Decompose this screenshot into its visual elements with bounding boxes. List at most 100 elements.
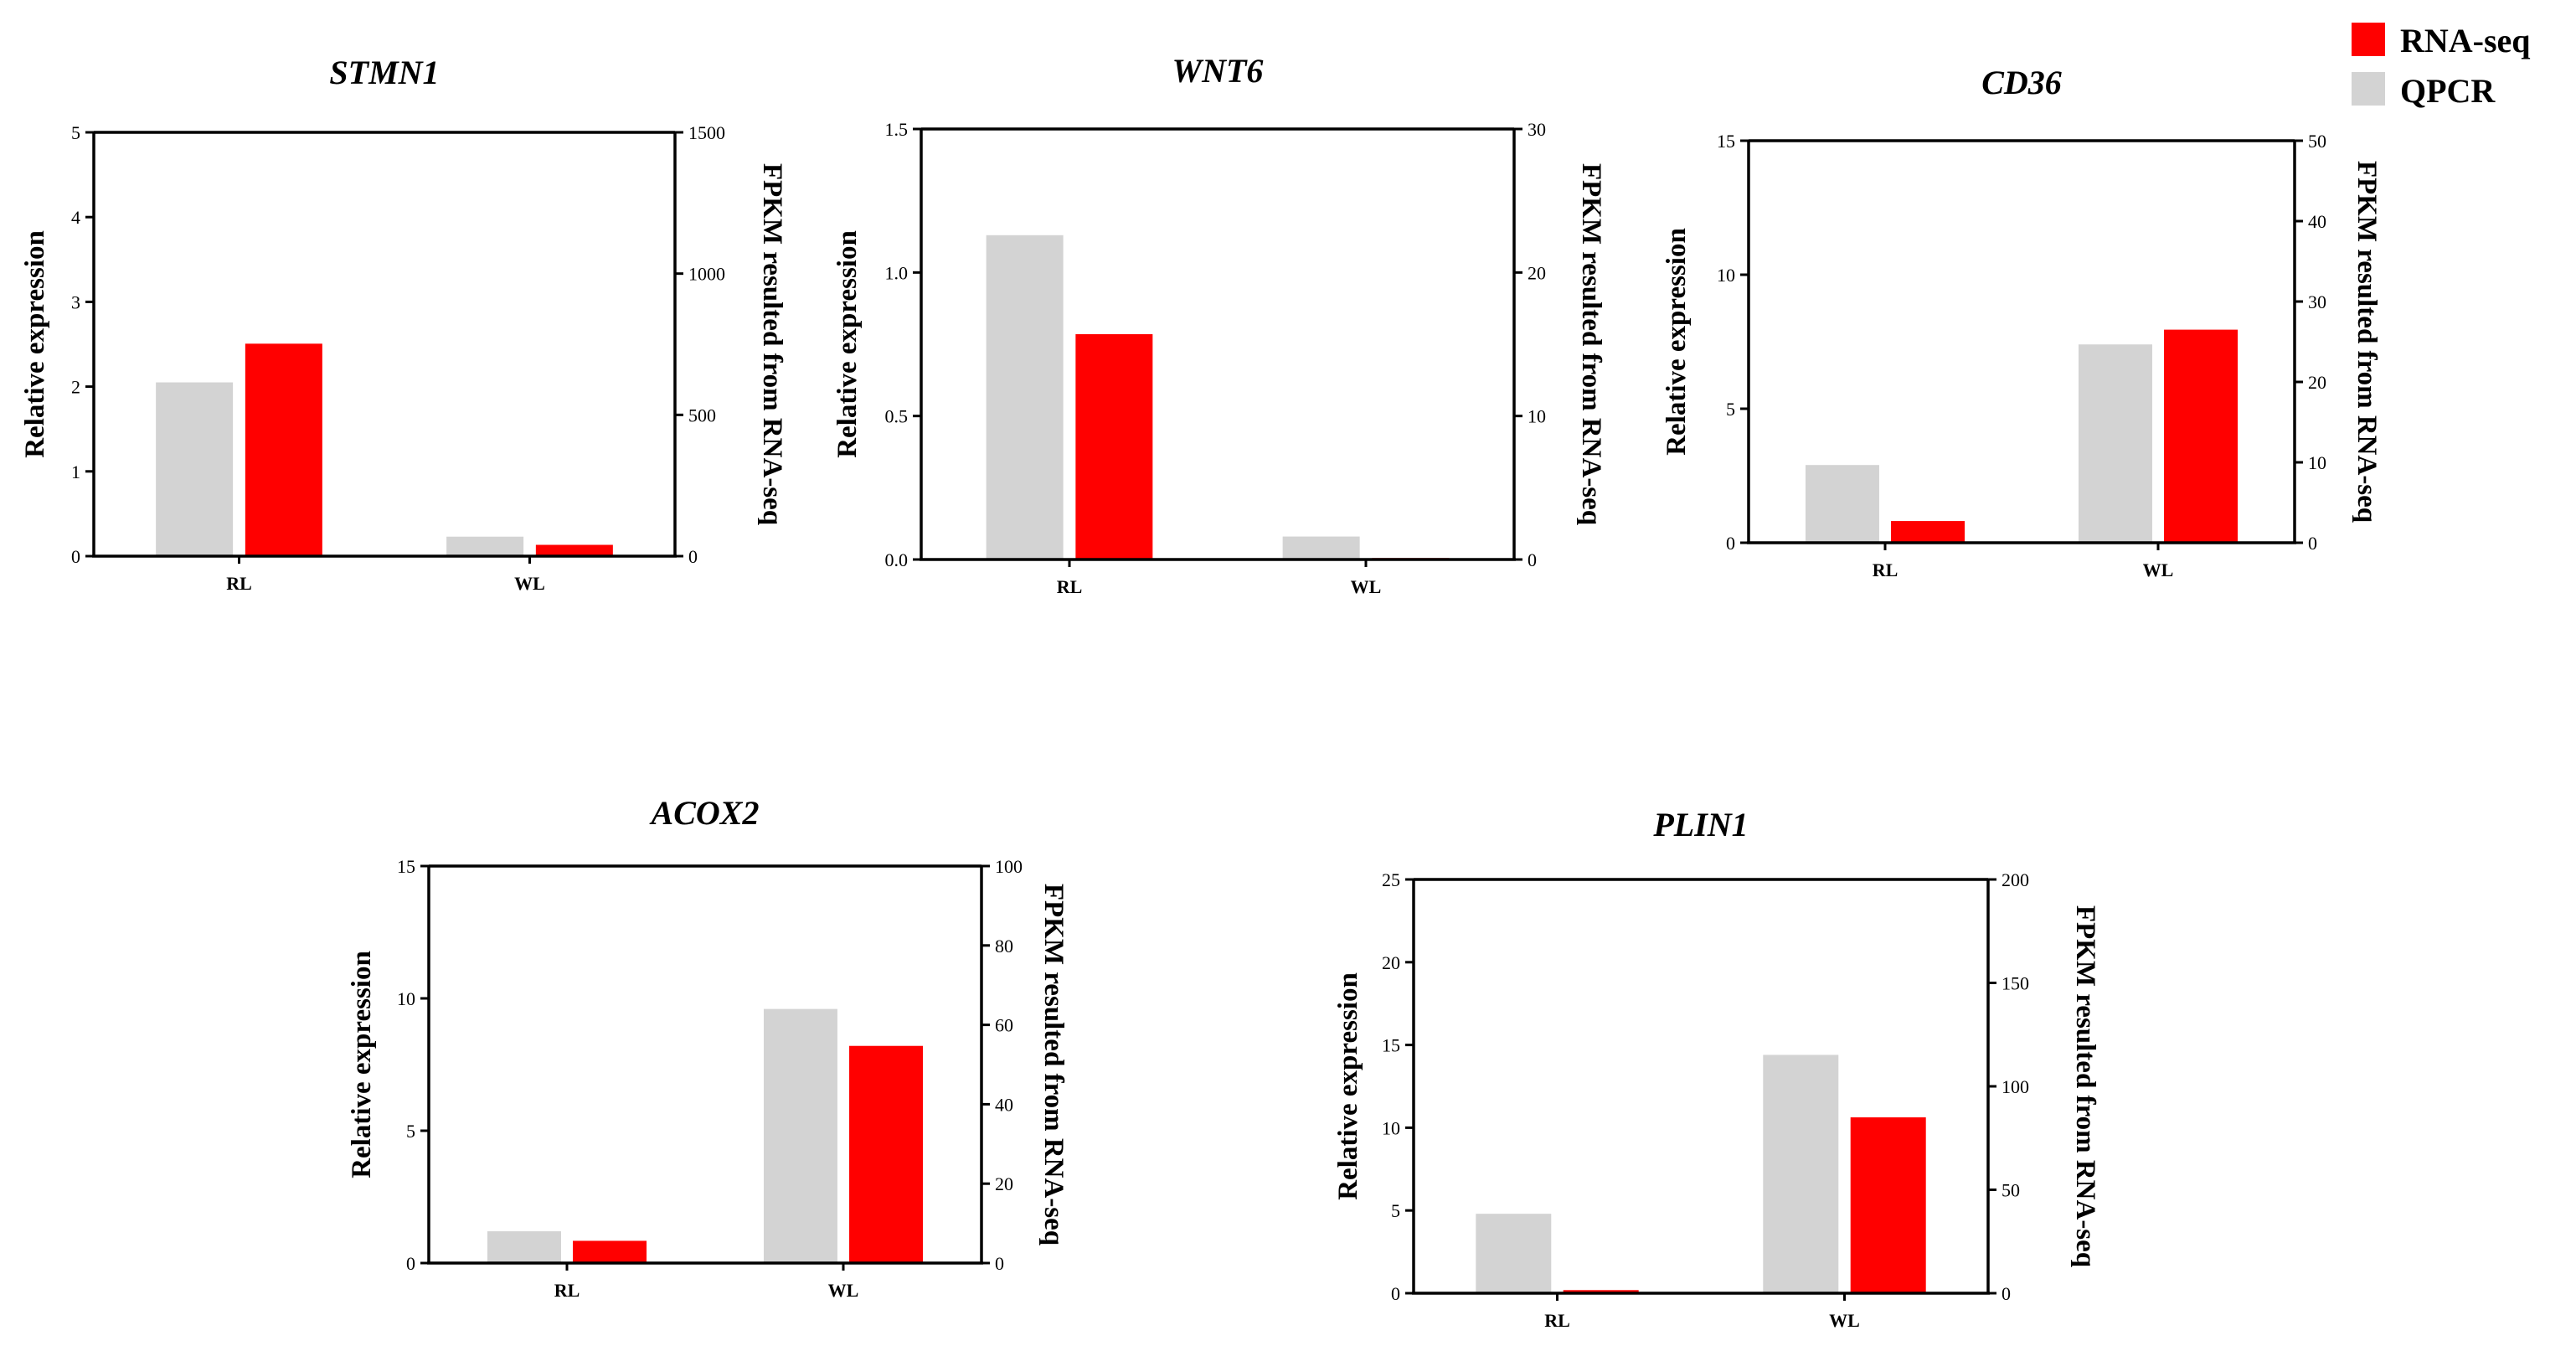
bar-rna-seq-rl [1075, 334, 1153, 559]
x-tick-label: WL [2143, 559, 2174, 580]
chart-title: CD36 [1981, 64, 2062, 101]
y-tick-label: 10 [397, 988, 415, 1009]
y-tick-label: 5 [1726, 399, 1735, 420]
y2-tick-label: 20 [995, 1173, 1013, 1194]
y-tick-label: 5 [406, 1121, 415, 1142]
y-tick-label: 0 [406, 1253, 415, 1274]
y-tick-label: 5 [1391, 1200, 1400, 1221]
bar-qpcr-rl [156, 382, 234, 556]
chart-title: WNT6 [1172, 52, 1264, 90]
y-tick-label: 0 [71, 546, 80, 567]
x-tick-label: WL [514, 573, 545, 594]
y-tick-label: 0 [1391, 1283, 1400, 1304]
y2-tick-label: 0 [2308, 533, 2317, 554]
bar-rna-seq-rl [1891, 521, 1965, 543]
x-tick-label: RL [1057, 576, 1083, 597]
chart-title: STMN1 [329, 54, 439, 91]
chart-marks: 0.0 0.5 1.0 1.5 0 10 20 30 RL WL [885, 119, 1547, 597]
y2-axis-label: FPKM resulted from RNA-seq [2070, 905, 2100, 1268]
x-tick-label: WL [828, 1280, 859, 1301]
x-tick-label: RL [1544, 1310, 1570, 1331]
y-tick-label: 15 [397, 856, 415, 877]
y2-tick-label: 0 [2002, 1283, 2011, 1304]
y2-axis-label: FPKM resulted from RNA-seq [1038, 884, 1069, 1246]
y2-tick-label: 150 [2002, 973, 2029, 994]
bar-rna-seq-rl [245, 343, 322, 556]
y2-tick-label: 40 [2308, 211, 2326, 232]
x-tick-label: RL [1873, 559, 1899, 580]
chart-marks: 0 1 2 3 4 5 0 500 1000 1500 RL WL [71, 122, 725, 594]
bar-rna-seq-wl [849, 1045, 924, 1263]
y-tick-label: 15 [1717, 131, 1735, 152]
y-axis-label: Relative expression [347, 951, 377, 1178]
y2-tick-label: 30 [1528, 119, 1546, 140]
y2-tick-label: 50 [2308, 131, 2326, 152]
y2-axis-label: FPKM resulted from RNA-seq [2352, 161, 2382, 523]
chart-marks: 0 5 10 15 0 10 20 30 40 50 RL WL [1717, 131, 2326, 580]
y-tick-label: 1.0 [885, 262, 909, 283]
chart-acox2: ACOX2 Relative expression FPKM resulted … [347, 794, 1069, 1301]
bar-rna-seq-wl [1850, 1117, 1926, 1293]
y2-tick-label: 80 [995, 936, 1013, 957]
y-axis-label: Relative expression [20, 230, 50, 458]
bar-rna-seq-wl [2164, 329, 2239, 543]
x-tick-label: RL [554, 1280, 580, 1301]
y2-tick-label: 0 [995, 1253, 1004, 1274]
chart-title: PLIN1 [1652, 806, 1748, 843]
y2-tick-label: 60 [995, 1015, 1013, 1036]
y-tick-label: 0.0 [885, 549, 909, 570]
y2-tick-label: 100 [995, 856, 1023, 877]
legend-label-qpcr: QPCR [2400, 72, 2496, 110]
y2-tick-label: 200 [2002, 869, 2029, 890]
y2-tick-label: 10 [2308, 452, 2326, 473]
y2-axis-label: FPKM resulted from RNA-seq [1576, 163, 1606, 526]
y-tick-label: 0.5 [885, 406, 909, 427]
x-tick-label: WL [1829, 1310, 1860, 1331]
y-axis-label: Relative expression [832, 230, 863, 458]
y2-axis-label: FPKM resulted from RNA-seq [757, 163, 787, 526]
y-tick-label: 5 [71, 122, 80, 143]
bar-rna-seq-wl [535, 544, 613, 556]
y2-tick-label: 500 [688, 405, 716, 425]
bar-qpcr-rl [1476, 1214, 1552, 1293]
y-axis-label: Relative expression [1662, 228, 1692, 456]
legend: RNA-seq QPCR [2352, 22, 2531, 110]
y2-tick-label: 40 [995, 1094, 1013, 1115]
bar-qpcr-wl [1763, 1055, 1839, 1293]
y2-tick-label: 30 [2308, 291, 2326, 312]
y-tick-label: 20 [1382, 952, 1400, 973]
y-tick-label: 1.5 [885, 119, 909, 140]
y-tick-label: 25 [1382, 869, 1400, 890]
y2-tick-label: 100 [2002, 1076, 2029, 1097]
y-tick-label: 2 [71, 377, 80, 398]
y2-tick-label: 20 [1528, 262, 1546, 283]
y-tick-label: 10 [1717, 265, 1735, 286]
bar-qpcr-wl [2078, 344, 2152, 543]
y-tick-label: 10 [1382, 1117, 1400, 1138]
bar-qpcr-rl [487, 1231, 561, 1263]
y2-tick-label: 1000 [688, 264, 725, 285]
bar-qpcr-wl [1282, 536, 1360, 559]
y-axis-label: Relative expression [1333, 972, 1363, 1200]
y2-tick-label: 20 [2308, 372, 2326, 393]
y-tick-label: 3 [71, 291, 80, 312]
y-tick-label: 15 [1382, 1035, 1400, 1056]
chart-stmn1: STMN1 Relative expression FPKM resulted … [20, 54, 787, 594]
y2-tick-label: 0 [688, 546, 698, 567]
bar-rna-seq-rl [1563, 1290, 1639, 1293]
legend-swatch-qpcr [2352, 72, 2385, 106]
x-tick-label: RL [226, 573, 252, 594]
y2-tick-label: 0 [1528, 549, 1537, 570]
legend-swatch-rna-seq [2352, 23, 2385, 56]
chart-marks: 0 5 10 15 0 20 40 60 80 100 RL WL [397, 856, 1023, 1301]
y-tick-label: 4 [71, 207, 80, 228]
chart-plin1: PLIN1 Relative expression FPKM resulted … [1333, 806, 2100, 1331]
y-tick-label: 1 [71, 462, 80, 482]
chart-title: ACOX2 [649, 794, 760, 832]
bar-qpcr-rl [986, 235, 1064, 559]
x-tick-label: WL [1351, 576, 1382, 597]
bar-qpcr-wl [446, 536, 524, 556]
chart-marks: 0 5 10 15 20 25 0 50 100 150 200 RL WL [1382, 869, 2029, 1331]
bar-qpcr-wl [763, 1008, 837, 1263]
